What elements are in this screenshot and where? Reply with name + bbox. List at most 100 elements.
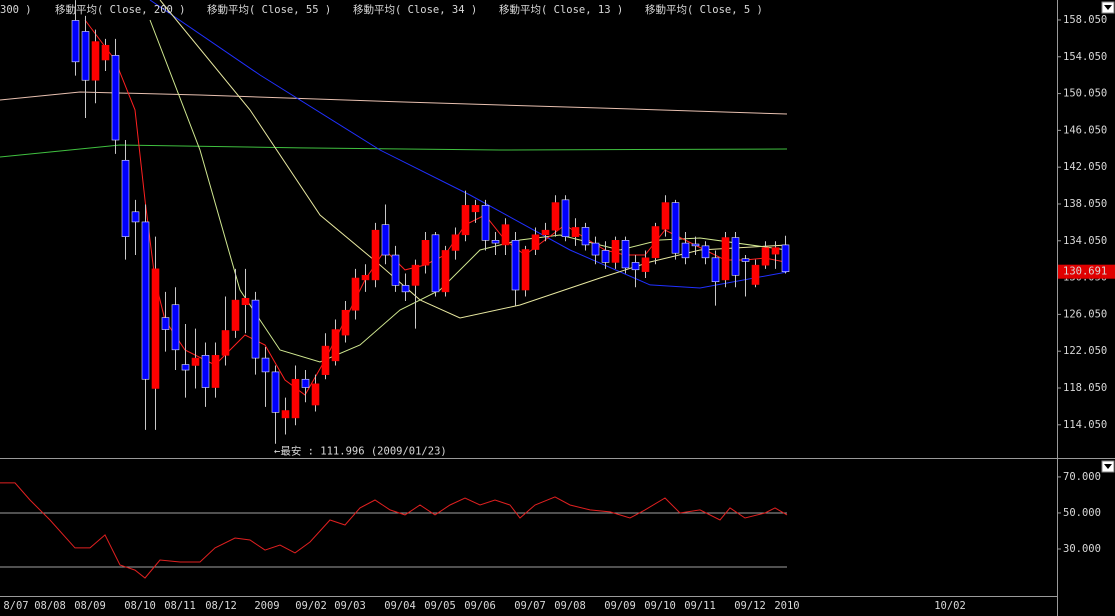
x-tick-label: 09/03 <box>334 600 366 612</box>
candle-body <box>561 199 570 237</box>
candle-body <box>411 264 420 286</box>
candle-body <box>551 202 560 231</box>
candle-body <box>531 234 540 250</box>
candle-body <box>451 234 460 251</box>
x-tick-label: 09/04 <box>384 600 416 612</box>
candle-body <box>601 250 610 263</box>
y-tick-label: 150.050 <box>1063 88 1107 100</box>
candle-body <box>771 247 780 255</box>
x-tick-label: 09/10 <box>644 600 676 612</box>
candle-body <box>281 410 290 419</box>
x-tick-label: 09/07 <box>514 600 546 612</box>
candle-body <box>71 20 80 63</box>
candle-body <box>571 227 580 237</box>
candle-body <box>501 224 510 246</box>
candle-body <box>781 244 790 272</box>
candle-body <box>271 371 280 413</box>
y-tick-label: 142.050 <box>1063 161 1107 173</box>
x-tick-label: 09/02 <box>295 600 327 612</box>
moving-average-line <box>149 0 788 289</box>
candle-body <box>91 41 100 81</box>
candle-body <box>611 240 620 263</box>
candle-body <box>681 242 690 259</box>
candle-body <box>761 247 770 266</box>
candle-body <box>701 245 710 259</box>
candle-body <box>751 264 760 285</box>
candle-body <box>311 383 320 406</box>
candle-body <box>621 240 630 269</box>
x-tick-label: 09/08 <box>554 600 586 612</box>
candle-body <box>241 297 250 306</box>
candle-body <box>721 237 730 281</box>
candle-body <box>421 240 430 266</box>
candle-body <box>691 243 700 247</box>
candle-body <box>481 205 490 241</box>
candle-body <box>161 317 170 330</box>
candle-body <box>381 224 390 256</box>
legend-label: 移動平均( Close, 34 ) <box>353 3 477 16</box>
candle-body <box>291 378 300 419</box>
x-tick-label: 2010 <box>774 600 799 612</box>
menu-button[interactable] <box>1101 460 1115 473</box>
candle-body <box>641 257 650 272</box>
y-tick-label: 114.050 <box>1063 419 1107 431</box>
candle-body <box>261 357 270 373</box>
candle-body <box>591 242 600 256</box>
candle-body <box>321 345 330 375</box>
y-tick-label: 30.000 <box>1063 543 1101 555</box>
candle-body <box>211 355 220 388</box>
legend-label: 移動平均( Close, 200 ) <box>55 3 186 16</box>
x-tick-label: 09/09 <box>604 600 636 612</box>
menu-button[interactable] <box>1101 1 1115 14</box>
candle-body <box>631 262 640 271</box>
candle-body <box>341 309 350 336</box>
candle-body <box>471 205 480 213</box>
x-tick-label: 2009 <box>254 600 279 612</box>
y-tick-label: 146.050 <box>1063 124 1107 136</box>
x-tick-label: 09/12 <box>734 600 766 612</box>
candle-body <box>651 226 660 259</box>
candle-body <box>101 44 110 61</box>
candle-body <box>731 237 740 276</box>
candle-body <box>391 254 400 286</box>
candle-body <box>741 258 750 262</box>
x-tick-label: 09/11 <box>684 600 716 612</box>
y-tick-label: 126.050 <box>1063 308 1107 320</box>
candle-body <box>521 249 530 291</box>
candle-body <box>251 299 260 359</box>
candle-body <box>461 205 470 236</box>
y-tick-label: 118.050 <box>1063 382 1107 394</box>
x-tick-label: 08/08 <box>34 600 66 612</box>
y-tick-label: 138.050 <box>1063 198 1107 210</box>
candle-body <box>511 240 520 291</box>
moving-average-line <box>0 91 788 115</box>
candle-body <box>671 202 680 254</box>
annotation: ←最安 : 111.996 (2009/01/23) <box>274 445 447 458</box>
current-price-label: 130.691 <box>1063 266 1107 278</box>
candle-body <box>541 229 550 236</box>
legend-label: 移動平均( Close, 55 ) <box>207 3 331 16</box>
candle-body <box>81 31 90 81</box>
candle-body <box>711 257 720 283</box>
x-tick-label: 10/02 <box>934 600 966 612</box>
indicator-line <box>0 482 788 579</box>
candle-body <box>181 364 190 371</box>
candle-body <box>401 285 410 293</box>
candle-body <box>361 274 370 281</box>
candle-body <box>231 299 240 331</box>
candle-body <box>491 240 500 244</box>
candle-body <box>371 229 380 281</box>
y-tick-label: 50.000 <box>1063 507 1101 519</box>
y-tick-label: 134.050 <box>1063 235 1107 247</box>
candle-body <box>121 159 130 237</box>
x-tick-label: 08/10 <box>124 600 156 612</box>
candle-body <box>581 227 590 246</box>
legend-label: 移動平均( Close, 13 ) <box>499 3 623 16</box>
moving-average-line <box>159 0 788 319</box>
x-tick-label: 09/05 <box>424 600 456 612</box>
candle-body <box>331 329 340 362</box>
candle-body <box>191 357 200 366</box>
legend-label: 移動平均( Close, 5 ) <box>645 3 763 16</box>
